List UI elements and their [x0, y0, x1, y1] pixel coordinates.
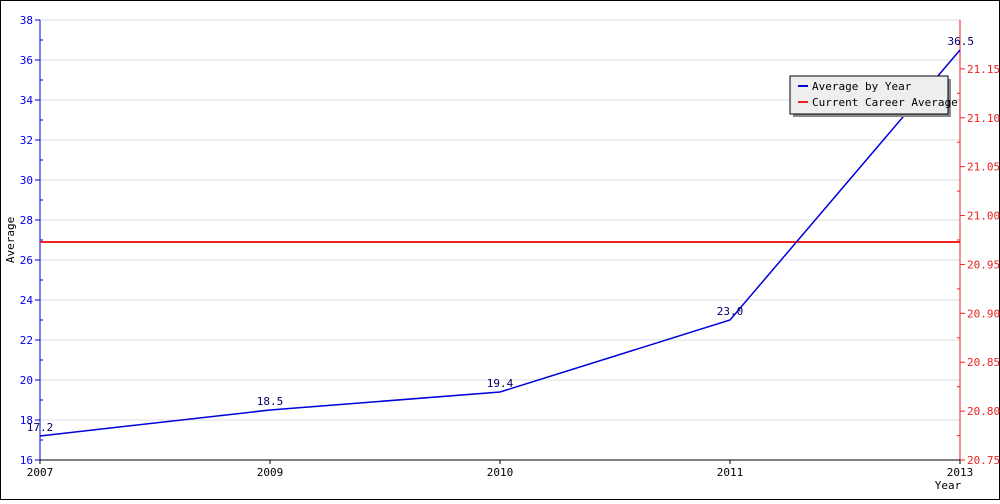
y-axis-right-tick-label: 20.90	[967, 307, 1000, 320]
legend-label: Current Career Average	[812, 96, 958, 109]
y-axis-left-tick-label: 18	[20, 414, 33, 427]
y-axis-left-tick-label: 30	[20, 174, 33, 187]
y-axis-left-tick-label: 16	[20, 454, 33, 467]
y-axis-right-tick-label: 20.75	[967, 454, 1000, 467]
y-axis-right-tick-label: 20.95	[967, 258, 1000, 271]
data-labels: 17.2 18.5 19.4 23.0 36.5	[27, 35, 974, 434]
y-axis-left-tick-label: 34	[20, 94, 34, 107]
x-axis-tick-label: 2009	[257, 466, 284, 479]
y-axis-right-tick-label: 21.00	[967, 210, 1000, 223]
y-axis-left-tick-label: 38	[20, 14, 33, 27]
x-axis-title: Year	[935, 479, 962, 492]
legend-label: Average by Year	[812, 80, 912, 93]
y-axis-right-tick-label: 21.15	[967, 63, 1000, 76]
y-axis-left-tick-label: 36	[20, 54, 33, 67]
data-label: 17.2	[27, 421, 54, 434]
y-axis-left-tick-label: 22	[20, 334, 33, 347]
y-axis-left-tick-label: 20	[20, 374, 33, 387]
y-axis-left-tick-label: 32	[20, 134, 33, 147]
y-axis-right-tick-label: 20.85	[967, 356, 1000, 369]
y-axis-left-tick-label: 28	[20, 214, 33, 227]
x-axis-tick-label: 2011	[717, 466, 744, 479]
data-label: 19.4	[487, 377, 514, 390]
y-axis-left-tick-label: 24	[20, 294, 34, 307]
y-axis-left-tick-label: 26	[20, 254, 33, 267]
y-axis-right-tick-label: 21.05	[967, 161, 1000, 174]
data-label: 36.5	[948, 35, 975, 48]
data-label: 23.0	[717, 305, 744, 318]
x-axis-tick-label: 2013	[947, 466, 974, 479]
axes: 16 18 20 22 24 26 28 30 32 34 36 38 20.75 20.80 20.85 2…	[4, 14, 1000, 492]
y-axis-right-tick-label: 21.10	[967, 112, 1000, 125]
x-axis-tick-label: 2010	[487, 466, 514, 479]
legend-box	[789, 75, 949, 115]
series-line-average-by-year	[39, 49, 961, 437]
legend: Average by Year Current Career Average	[789, 75, 958, 117]
series	[39, 49, 961, 437]
data-label: 18.5	[257, 395, 284, 408]
y-axis-title: Average	[4, 217, 17, 263]
y-axis-right-tick-label: 20.80	[967, 405, 1000, 418]
x-axis-tick-label: 2007	[27, 466, 54, 479]
